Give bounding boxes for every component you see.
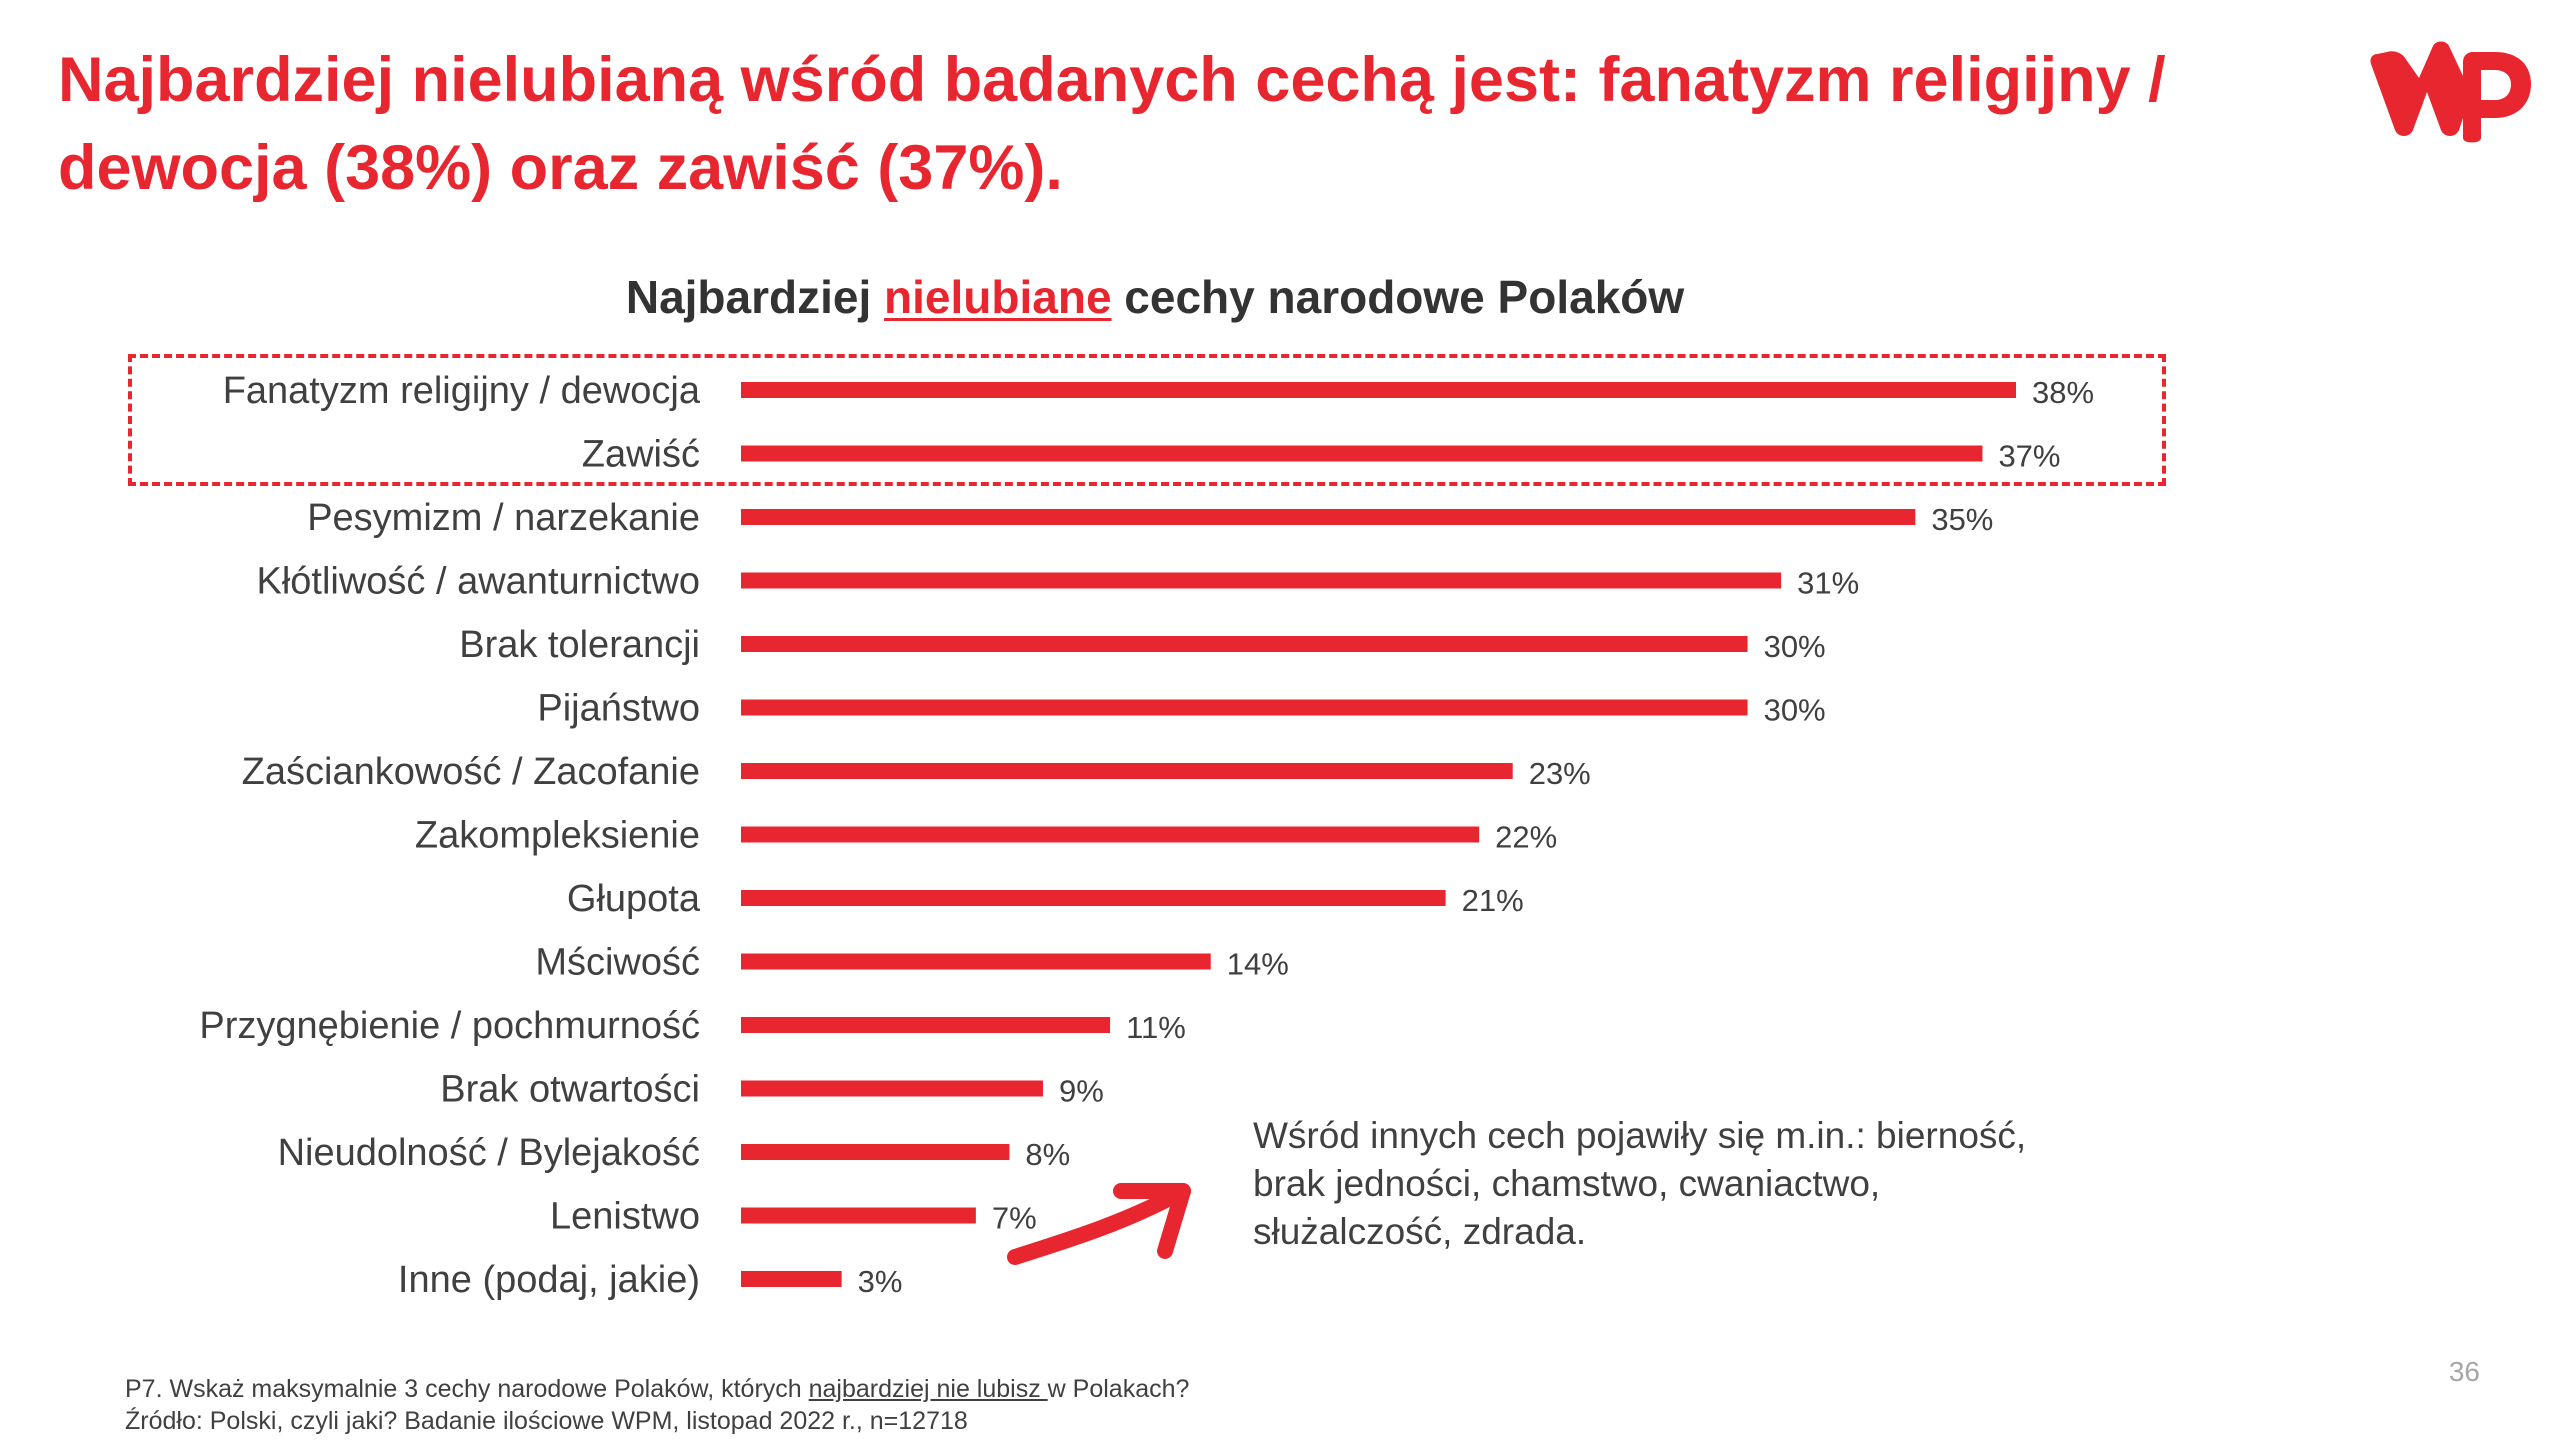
wp-logo: WP [2370,41,2531,143]
bar [741,826,1480,843]
bar [741,763,1513,779]
chart-title-highlight: nielubiane [884,271,1112,323]
arrow-icon [1007,1183,1191,1265]
category-label: Brak otwartości [440,1069,700,1111]
bar [741,445,1983,462]
note-line-3: służalczość, zdrada. [1253,1211,1587,1252]
footer-question-prefix: P7. Wskaż maksymalnie 3 cechy narodowe P… [125,1375,809,1403]
value-label: 22% [1495,820,1557,855]
footer-question-suffix: w Polakach? [1047,1375,1190,1403]
value-label: 3% [858,1264,903,1299]
footer-question: P7. Wskaż maksymalnie 3 cechy narodowe P… [125,1373,1825,1405]
category-label: Nieudolność / Bylejakość [278,1132,700,1174]
page-number: 36 [2448,1356,2480,1387]
category-label: Brak tolerancji [459,624,700,666]
note-line-1: Wśród innych cech pojawiły się m.in.: bi… [1253,1115,2027,1156]
category-label: Inne (podaj, jakie) [398,1259,700,1301]
footer: P7. Wskaż maksymalnie 3 cechy narodowe P… [125,1373,1825,1437]
chart-title: Najbardziej nielubiane cechy narodowe Po… [0,262,2310,332]
footer-source: Źródło: Polski, czyli jaki? Badanie iloś… [125,1407,968,1435]
bar [741,890,1446,906]
category-label: Lenistwo [550,1196,700,1238]
footer-question-underlined: najbardziej nie lubisz [808,1375,1048,1403]
value-label: 23% [1529,756,1591,791]
chart-title-suffix: cechy narodowe Polaków [1111,271,1685,323]
value-label: 37% [1998,439,2060,474]
note-line-2: brak jedności, chamstwo, cwaniactwo, [1253,1163,1881,1204]
bar [741,1017,1111,1033]
value-label: 14% [1227,947,1289,982]
value-label: 38% [2032,375,2094,410]
category-label: Zaściankowość / Zacofanie [242,751,700,793]
bar [741,1207,976,1224]
bar [741,382,2016,398]
bar [741,699,1748,716]
value-label: 21% [1462,883,1524,918]
bar [741,953,1211,970]
value-label: 30% [1764,629,1826,664]
headline-line-2: dewocja (38%) oraz zawiść (37%). [58,133,1063,203]
bar [741,1080,1043,1097]
value-label: 7% [992,1201,1037,1236]
highlight-dashed-box [128,354,2166,486]
bar [741,636,1748,652]
category-label: Zakompleksienie [415,815,700,857]
value-label: 9% [1059,1074,1104,1109]
category-label: Zawiść [582,434,700,476]
value-label: 35% [1931,502,1993,537]
slide-headline: Najbardziej nielubianą wśród badanych ce… [58,36,2208,212]
bar [741,572,1782,589]
category-label: Mściwość [535,942,700,984]
category-label: Kłótliwość / awanturnictwo [256,561,700,603]
headline-line-1: Najbardziej nielubianą wśród badanych ce… [58,45,2166,115]
bar [741,509,1916,525]
value-label: 30% [1764,693,1826,728]
category-label: Pesymizm / narzekanie [307,497,700,539]
value-label: 31% [1797,566,1859,601]
category-label: Przygnębienie / pochmurność [199,1005,700,1047]
value-label: 11% [1126,1010,1186,1045]
value-label: 8% [1025,1137,1070,1172]
bar [741,1271,842,1287]
bar [741,1144,1010,1160]
category-label: Fanatyzm religijny / dewocja [223,370,701,412]
other-traits-note: Wśród innych cech pojawiły się m.in.: bi… [1253,1112,2133,1256]
chart-title-prefix: Najbardziej [625,271,885,323]
category-label: Głupota [567,878,701,920]
category-label: Pijaństwo [537,688,700,730]
